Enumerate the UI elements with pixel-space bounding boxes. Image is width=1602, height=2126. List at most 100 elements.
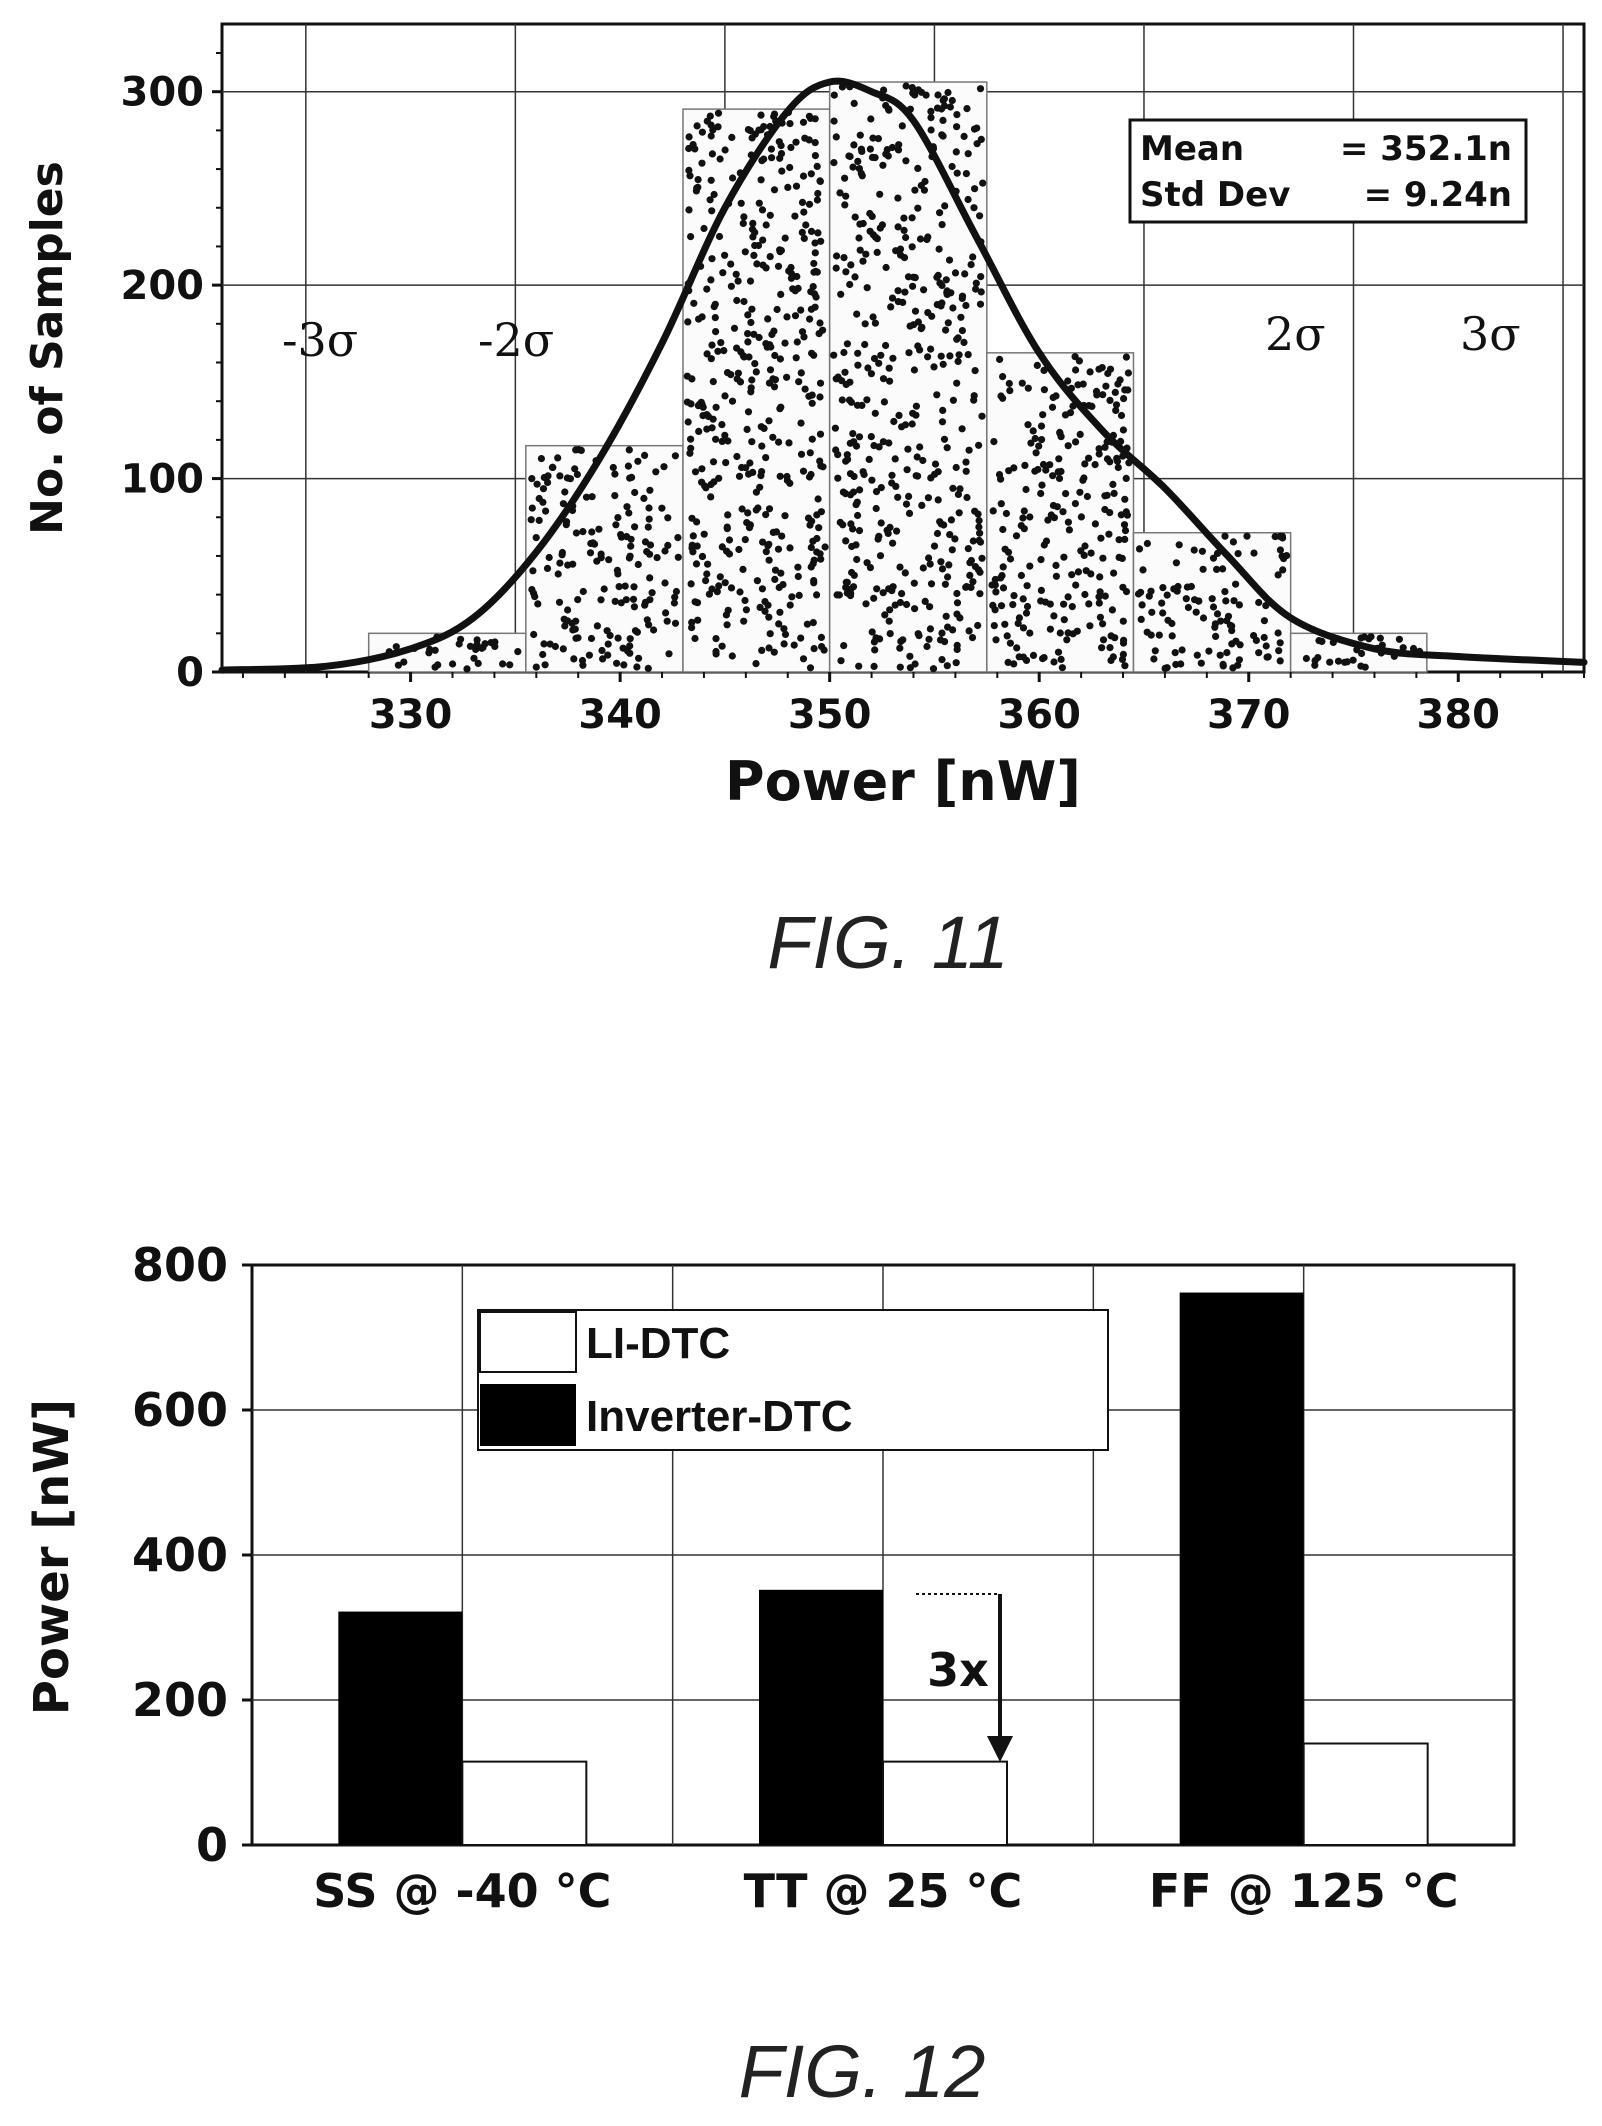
sample-dot	[909, 409, 917, 417]
sample-dot	[613, 659, 621, 667]
sample-dot	[949, 304, 957, 312]
sample-dot	[784, 183, 792, 191]
sample-dot	[718, 421, 726, 429]
sample-dot	[1064, 518, 1072, 526]
sample-dot	[740, 297, 748, 306]
sample-dot	[766, 211, 774, 219]
sample-dot	[895, 411, 903, 419]
sample-dot	[942, 326, 950, 334]
sample-dot	[694, 176, 702, 184]
sample-dot	[970, 204, 978, 212]
sample-dot	[595, 525, 603, 533]
sample-dot	[908, 243, 916, 251]
sample-dot	[906, 322, 914, 330]
sample-dot	[896, 563, 904, 571]
fig12-caption: FIG. 12	[739, 2030, 986, 2113]
sample-dot	[948, 162, 956, 171]
sample-dot	[1197, 659, 1205, 667]
sample-dot	[1091, 461, 1099, 469]
sample-dot	[836, 189, 844, 197]
sample-dot	[708, 255, 716, 263]
sample-dot	[846, 491, 855, 499]
sample-dot	[1212, 632, 1220, 641]
sample-dot	[688, 514, 696, 522]
sample-dot	[721, 251, 729, 259]
sample-dot	[775, 438, 783, 446]
sample-dot	[942, 612, 950, 620]
sample-dot	[569, 626, 577, 634]
sample-dot	[1095, 450, 1103, 458]
sample-dot	[901, 569, 909, 577]
sample-dot	[1059, 508, 1067, 516]
sample-dot	[938, 281, 946, 290]
sample-dot	[719, 269, 727, 277]
sample-dot	[599, 655, 607, 663]
bar-category-label: FF @ 125 °C	[1149, 1864, 1459, 1918]
bar-y-tick-label: 600	[132, 1383, 228, 1437]
sample-dot	[449, 660, 457, 668]
sample-dot	[1052, 572, 1060, 580]
sample-dot	[846, 152, 854, 161]
sample-dot	[769, 433, 777, 441]
sample-dot	[978, 554, 986, 562]
sample-dot	[1077, 513, 1085, 521]
sample-dot	[1060, 616, 1068, 624]
sample-dot	[787, 143, 795, 152]
sample-dot	[833, 252, 841, 260]
sample-dot	[954, 490, 963, 498]
sample-dot	[1080, 474, 1088, 482]
sample-dot	[953, 111, 961, 119]
sample-dot	[770, 383, 779, 391]
sample-dot	[964, 195, 972, 204]
sample-dot	[724, 606, 732, 614]
sample-dot	[900, 254, 909, 262]
sample-dot	[671, 593, 679, 601]
sample-dot	[1001, 620, 1009, 628]
sample-dot	[574, 446, 583, 454]
sample-dot	[650, 626, 658, 634]
sample-dot	[551, 642, 560, 651]
sample-dot	[799, 655, 808, 663]
sample-dot	[810, 645, 818, 653]
sample-dot	[817, 237, 825, 245]
sample-dot	[872, 504, 880, 513]
sample-dot	[556, 559, 564, 567]
sample-dot	[891, 455, 899, 463]
sample-dot	[694, 616, 702, 624]
sample-dot	[975, 517, 983, 525]
sample-dot	[941, 638, 949, 646]
sample-dot	[693, 122, 701, 130]
histogram-y-tick-label: 100	[121, 457, 205, 503]
sample-dot	[830, 351, 838, 359]
histogram-y-tick-label: 300	[121, 70, 205, 116]
sample-dot	[1236, 641, 1244, 649]
sample-dot	[574, 596, 582, 604]
sample-dot	[956, 614, 964, 622]
sample-dot	[705, 590, 714, 598]
sample-dot	[946, 352, 954, 360]
sample-dot	[1060, 553, 1068, 561]
sample-dot	[721, 146, 729, 154]
sample-dot	[707, 355, 715, 363]
sample-dot	[965, 446, 973, 454]
sample-dot	[643, 548, 651, 556]
sample-dot	[753, 577, 762, 585]
sample-dot	[1122, 353, 1130, 361]
sample-dot	[1062, 490, 1070, 498]
sample-dot	[882, 150, 890, 158]
sample-dot	[664, 514, 672, 522]
sample-dot	[626, 642, 634, 650]
sample-dot	[1113, 457, 1122, 465]
sample-dot	[914, 204, 922, 212]
sample-dot	[1002, 509, 1011, 518]
sample-dot	[962, 301, 970, 310]
sample-dot	[689, 532, 697, 540]
bar-y-tick-label: 400	[132, 1528, 228, 1582]
sample-dot	[1122, 474, 1130, 482]
sample-dot	[940, 435, 949, 443]
sample-dot	[1279, 566, 1287, 574]
sample-dot	[709, 126, 717, 134]
sample-dot	[951, 269, 960, 277]
sample-dot	[712, 650, 720, 658]
sample-dot	[685, 133, 693, 141]
